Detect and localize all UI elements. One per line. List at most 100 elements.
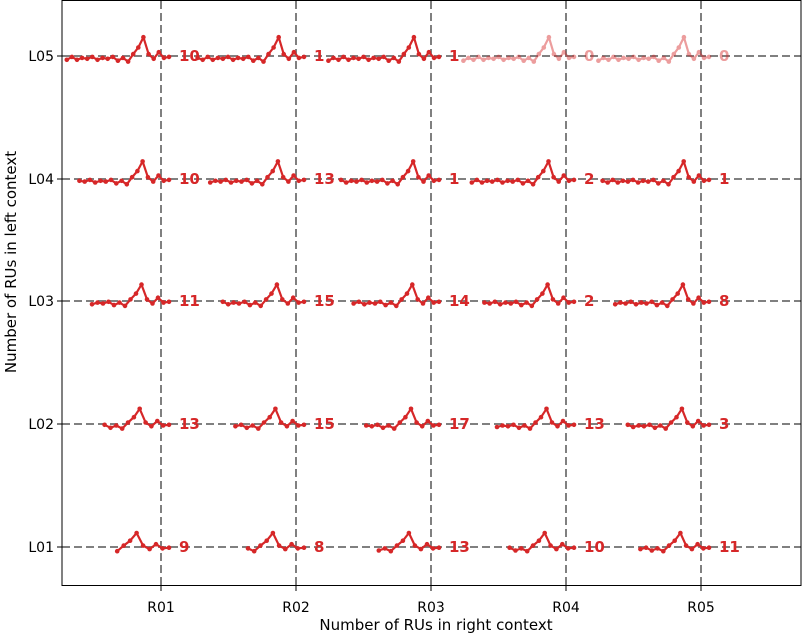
cell-l01-r03: 13 bbox=[376, 530, 470, 556]
data-point bbox=[510, 179, 515, 184]
data-point bbox=[706, 422, 712, 428]
data-point bbox=[249, 181, 255, 186]
data-point bbox=[255, 426, 261, 431]
sparkline bbox=[197, 36, 305, 63]
data-point bbox=[649, 548, 655, 553]
data-point bbox=[137, 406, 142, 412]
data-point bbox=[527, 426, 533, 431]
data-point bbox=[363, 423, 369, 428]
data-point bbox=[538, 414, 544, 420]
y-tick-label: L03 bbox=[28, 294, 54, 310]
data-point bbox=[140, 159, 145, 164]
data-point bbox=[119, 178, 124, 184]
data-point bbox=[264, 538, 270, 543]
data-point bbox=[424, 541, 430, 547]
data-point bbox=[388, 300, 394, 305]
data-point bbox=[273, 406, 278, 412]
count-label: 10 bbox=[179, 47, 200, 65]
data-point bbox=[266, 51, 271, 57]
data-point bbox=[296, 55, 302, 61]
data-point bbox=[108, 425, 113, 431]
data-point bbox=[536, 538, 542, 543]
data-point bbox=[631, 54, 636, 60]
data-point bbox=[554, 546, 559, 552]
data-point bbox=[160, 423, 166, 428]
data-point bbox=[494, 424, 500, 430]
cell-l05-r03: 1 bbox=[326, 34, 459, 65]
data-point bbox=[683, 543, 689, 548]
data-point bbox=[686, 51, 692, 57]
data-point bbox=[161, 55, 167, 61]
data-point bbox=[511, 422, 516, 428]
data-point bbox=[223, 177, 229, 183]
sparkline-marks: 10 1 1 0 010 13 1 2 111 15 14 2 813 15 17 13 39 8 13 10 11 bbox=[64, 34, 740, 556]
data-point bbox=[150, 301, 155, 306]
data-point bbox=[382, 546, 388, 551]
data-point bbox=[410, 282, 415, 287]
data-point bbox=[210, 57, 216, 63]
data-point bbox=[610, 177, 615, 183]
count-label: 8 bbox=[719, 292, 729, 310]
y-axis-label: Number of RUs in left context bbox=[2, 151, 20, 373]
data-point bbox=[145, 174, 151, 180]
data-point bbox=[354, 179, 359, 184]
data-point bbox=[647, 422, 652, 428]
data-point bbox=[166, 299, 172, 305]
data-point bbox=[636, 423, 641, 428]
data-point bbox=[596, 58, 601, 63]
data-point bbox=[649, 299, 654, 305]
cell-l02-r05: 3 bbox=[625, 406, 729, 433]
data-point bbox=[549, 420, 555, 425]
data-point bbox=[571, 177, 577, 183]
data-point bbox=[426, 49, 432, 55]
data-point bbox=[701, 55, 707, 61]
cell-l02-r02: 15 bbox=[233, 406, 335, 433]
data-point bbox=[349, 178, 354, 184]
data-point bbox=[391, 55, 397, 61]
cell-l04-r01: 10 bbox=[77, 159, 200, 188]
data-point bbox=[246, 54, 251, 60]
data-point bbox=[261, 420, 267, 425]
data-point bbox=[108, 177, 114, 183]
count-label: 10 bbox=[584, 538, 605, 556]
data-point bbox=[671, 51, 677, 57]
data-point bbox=[656, 58, 661, 63]
data-point bbox=[566, 178, 572, 184]
data-point bbox=[469, 180, 475, 185]
data-point bbox=[571, 54, 577, 60]
data-point bbox=[501, 57, 506, 63]
cell-l03-r05: 8 bbox=[612, 282, 729, 310]
data-point bbox=[701, 178, 707, 184]
cell-l02-r04: 13 bbox=[494, 406, 605, 433]
data-point bbox=[251, 548, 257, 554]
data-point bbox=[671, 174, 676, 180]
data-point bbox=[507, 545, 512, 550]
data-point bbox=[404, 291, 410, 296]
data-point bbox=[689, 546, 695, 552]
data-point bbox=[285, 301, 291, 306]
data-point bbox=[254, 178, 260, 184]
data-point bbox=[362, 302, 367, 307]
data-point bbox=[269, 291, 274, 296]
data-point bbox=[408, 406, 414, 412]
data-point bbox=[260, 182, 265, 187]
data-point bbox=[626, 56, 631, 62]
data-point bbox=[405, 168, 411, 174]
data-point bbox=[625, 179, 631, 184]
data-point bbox=[111, 302, 117, 308]
data-point bbox=[566, 55, 572, 61]
data-point bbox=[571, 299, 577, 305]
data-point bbox=[375, 422, 380, 428]
data-point bbox=[654, 302, 660, 308]
data-point bbox=[426, 295, 431, 301]
data-point bbox=[701, 546, 706, 551]
data-point bbox=[431, 55, 437, 61]
data-point bbox=[161, 178, 166, 184]
sparkline bbox=[79, 160, 170, 186]
data-point bbox=[630, 177, 636, 183]
count-label: 1 bbox=[719, 170, 729, 188]
data-point bbox=[119, 426, 125, 431]
count-label: 13 bbox=[179, 415, 200, 433]
data-point bbox=[244, 425, 250, 431]
